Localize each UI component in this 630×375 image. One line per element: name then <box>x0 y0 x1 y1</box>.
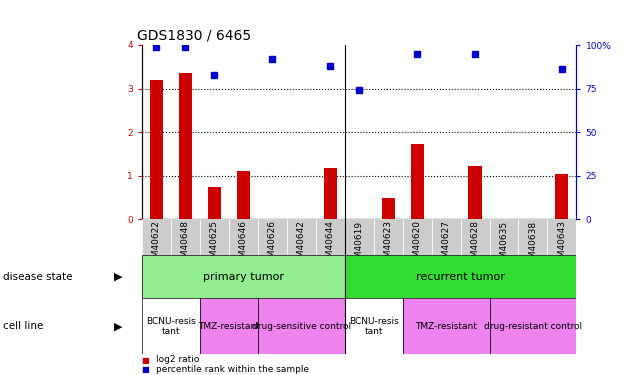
Text: GSM40635: GSM40635 <box>500 220 508 270</box>
Bar <box>403 298 490 354</box>
Text: BCNU-resis
tant: BCNU-resis tant <box>146 316 195 336</box>
Bar <box>556 174 568 219</box>
Text: drug-sensitive control: drug-sensitive control <box>251 322 351 331</box>
Text: disease state: disease state <box>3 272 72 282</box>
Bar <box>374 219 403 255</box>
Text: ■: ■ <box>142 356 150 364</box>
Text: GSM40628: GSM40628 <box>471 220 479 270</box>
Text: GSM40627: GSM40627 <box>442 220 450 270</box>
Bar <box>287 219 316 255</box>
Bar <box>324 168 336 219</box>
Bar <box>258 298 345 354</box>
Bar <box>200 298 258 354</box>
Bar <box>469 166 481 219</box>
Bar <box>179 74 192 219</box>
Text: GSM40622: GSM40622 <box>152 220 161 269</box>
Text: recurrent tumor: recurrent tumor <box>416 272 505 282</box>
Bar <box>150 80 163 219</box>
Text: GSM40644: GSM40644 <box>326 220 335 269</box>
Text: GSM40626: GSM40626 <box>268 220 277 270</box>
Text: GSM40625: GSM40625 <box>210 220 219 270</box>
Bar <box>518 219 547 255</box>
Text: TMZ-resistant: TMZ-resistant <box>415 322 477 331</box>
Bar <box>316 219 345 255</box>
Bar <box>403 219 432 255</box>
Text: ▶: ▶ <box>115 321 123 331</box>
Bar <box>345 298 403 354</box>
Text: GSM40648: GSM40648 <box>181 220 190 270</box>
Text: ■: ■ <box>142 365 150 374</box>
Bar <box>345 255 576 298</box>
Text: GSM40643: GSM40643 <box>558 220 566 270</box>
Bar <box>142 219 171 255</box>
Text: BCNU-resis
tant: BCNU-resis tant <box>349 316 398 336</box>
Bar <box>490 298 576 354</box>
Bar <box>345 219 374 255</box>
Text: cell line: cell line <box>3 321 43 331</box>
Bar <box>171 219 200 255</box>
Text: drug-resistant control: drug-resistant control <box>484 322 582 331</box>
Bar <box>200 219 229 255</box>
Text: GDS1830 / 6465: GDS1830 / 6465 <box>137 28 251 42</box>
Text: GSM40623: GSM40623 <box>384 220 392 270</box>
Bar <box>461 219 490 255</box>
Text: ▶: ▶ <box>115 272 123 282</box>
Text: GSM40646: GSM40646 <box>239 220 248 270</box>
Text: percentile rank within the sample: percentile rank within the sample <box>156 365 309 374</box>
Bar <box>490 219 518 255</box>
Text: GSM40642: GSM40642 <box>297 220 306 269</box>
Bar <box>411 144 423 219</box>
Bar <box>208 187 220 219</box>
Text: GSM40619: GSM40619 <box>355 220 364 270</box>
Bar <box>258 219 287 255</box>
Bar <box>382 198 394 219</box>
Text: TMZ-resistant: TMZ-resistant <box>198 322 260 331</box>
Bar <box>142 298 200 354</box>
Bar <box>229 219 258 255</box>
Text: GSM40620: GSM40620 <box>413 220 421 270</box>
Bar <box>432 219 461 255</box>
Text: primary tumor: primary tumor <box>203 272 284 282</box>
Text: GSM40638: GSM40638 <box>529 220 537 270</box>
Bar <box>142 255 345 298</box>
Bar <box>547 219 576 255</box>
Text: log2 ratio: log2 ratio <box>156 356 199 364</box>
Bar <box>237 171 249 219</box>
